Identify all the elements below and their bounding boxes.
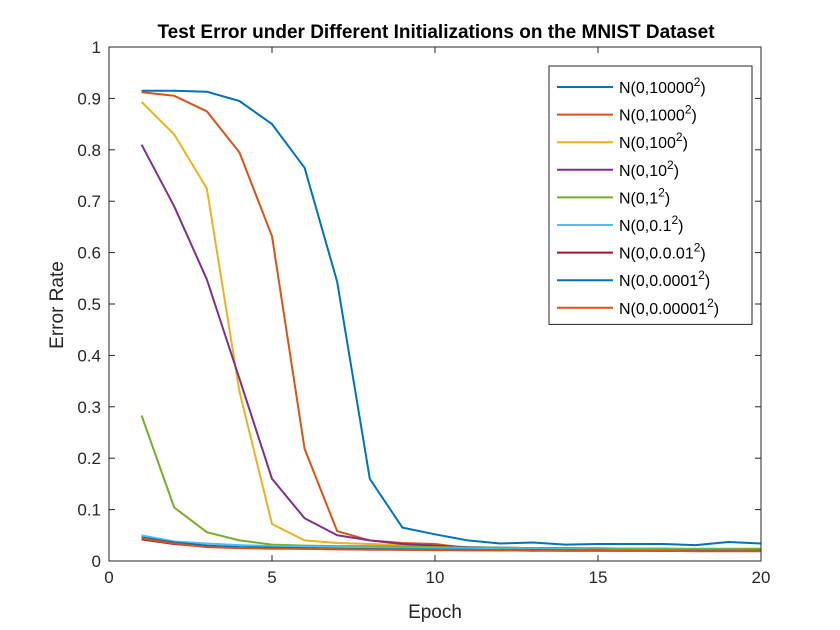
y-axis-label: Error Rate: [47, 261, 68, 349]
x-tick-label: 5: [267, 568, 276, 587]
x-axis-label: Epoch: [408, 602, 462, 623]
y-tick-label: 0.6: [77, 244, 101, 263]
y-tick-label: 0.1: [77, 501, 101, 520]
x-tick-label: 10: [426, 568, 445, 587]
legend-label: N(0,0.12): [619, 213, 683, 235]
y-tick-label: 0.3: [77, 398, 101, 417]
x-tick-label: 15: [589, 568, 608, 587]
y-tick-label: 0.7: [77, 192, 101, 211]
y-tick-label: 0.8: [77, 141, 101, 160]
legend: N(0,100002) N(0,10002) N(0,1002) N(0,102) N(…: [548, 65, 753, 325]
ticks-layer: 0 5 10 15 20 0 0.1 0.2 0.3 0.4 0.5 0.6 0.7 0.8 0.9 1: [77, 38, 770, 587]
legend-label: N(0,1002): [619, 130, 688, 152]
legend-label: N(0,10002): [619, 103, 697, 125]
legend-label: N(0,0.000012): [619, 296, 719, 318]
y-tick-label: 0.4: [77, 346, 101, 365]
chart-title: Test Error under Different Initializatio…: [157, 22, 715, 43]
x-tick-label: 20: [752, 568, 771, 587]
legend-label: N(0,100002): [619, 75, 706, 97]
series-layer: [140, 89, 762, 553]
legend-label: N(0,12): [619, 185, 670, 207]
y-tick-label: 0.9: [77, 89, 101, 108]
x-tick-label: 0: [104, 568, 113, 587]
y-tick-label: 1: [92, 38, 101, 57]
legend-box: [548, 65, 753, 325]
series-line-1: [141, 89, 762, 547]
y-tick-label: 0.5: [77, 295, 101, 314]
legend-label: N(0,0.00012): [619, 268, 710, 290]
y-tick-label: 0: [92, 552, 101, 571]
legend-label: N(0,0.0.012): [619, 241, 706, 263]
series-line-9: [141, 537, 761, 553]
legend-label: N(0,102): [619, 158, 679, 180]
y-tick-label: 0.2: [77, 449, 101, 468]
